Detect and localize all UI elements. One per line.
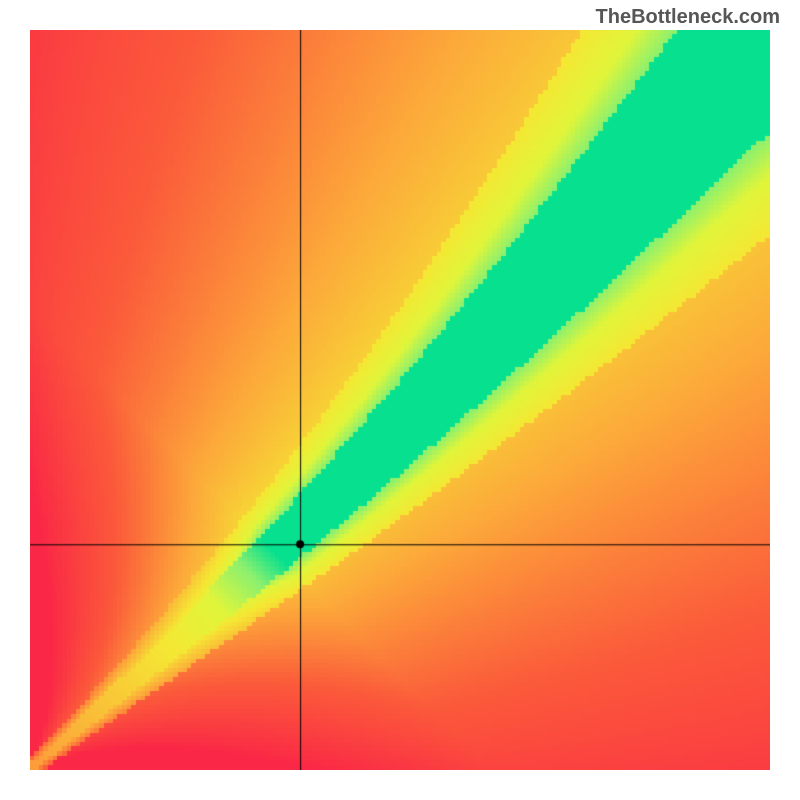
plot-area <box>30 30 770 770</box>
watermark-text: TheBottleneck.com <box>596 6 780 29</box>
heatmap-canvas <box>30 30 770 770</box>
chart-container: TheBottleneck.com <box>0 0 800 800</box>
